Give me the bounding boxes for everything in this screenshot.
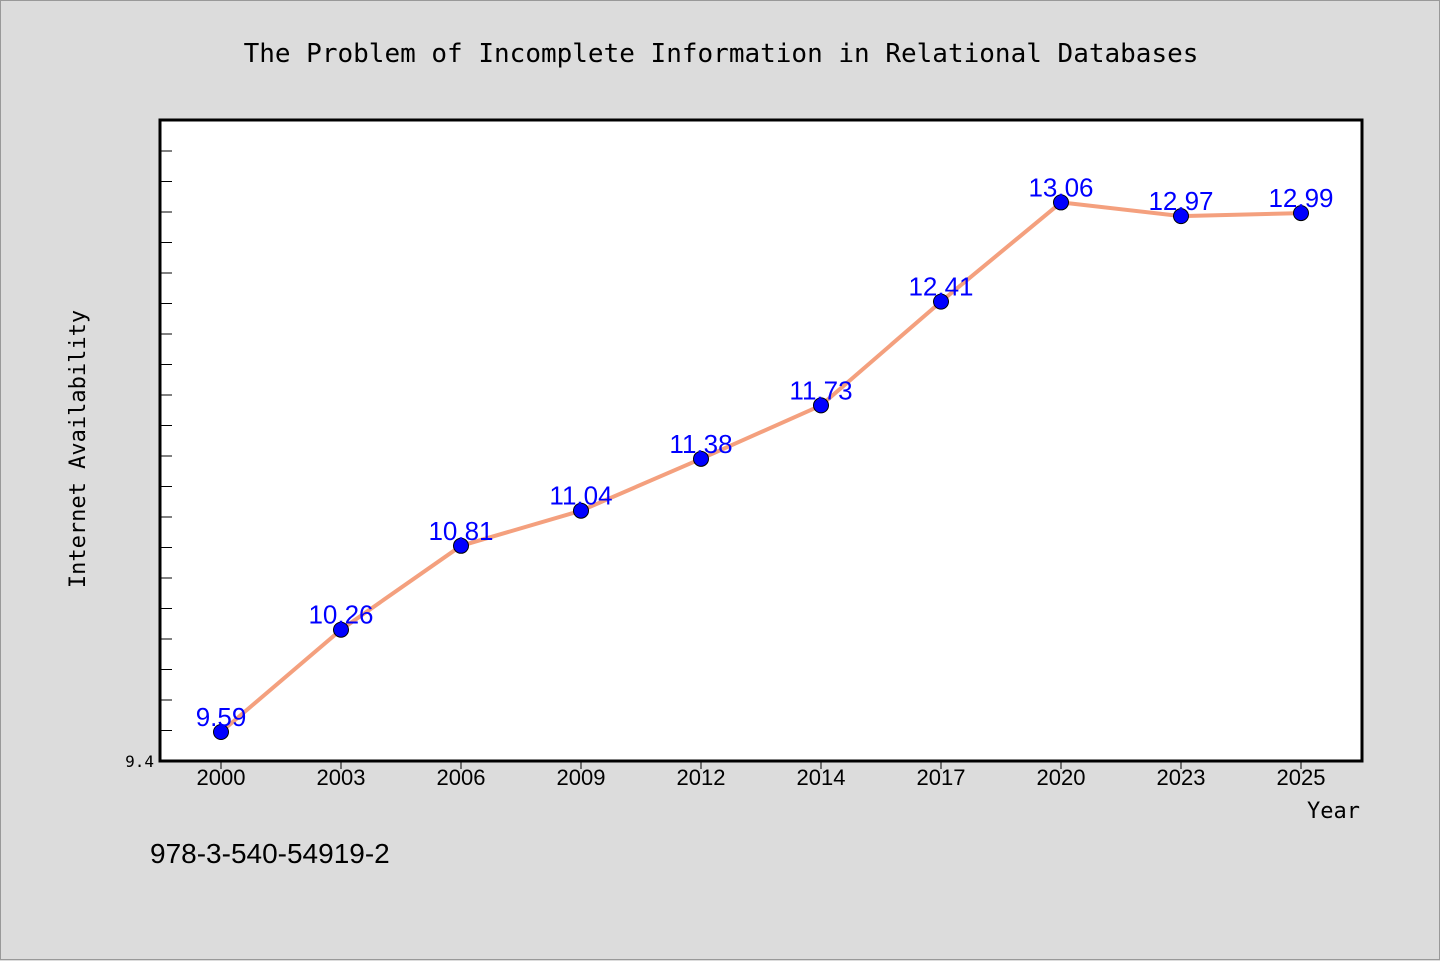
x-tick-label: 2003: [317, 765, 366, 790]
data-point: [813, 397, 829, 414]
data-label: 11.38: [669, 429, 732, 459]
data-point: [573, 502, 589, 519]
data-label: 12.97: [1148, 186, 1213, 216]
data-point: [333, 621, 349, 638]
chart-title: The Problem of Incomplete Information in…: [244, 39, 1199, 69]
x-tick-label: 2025: [1277, 765, 1326, 790]
x-axis-tick-labels: 2000 2003 2006 2009 2012 2014 2017 2020 2023 2025: [197, 765, 1326, 790]
y-tick-label: 9.4: [125, 752, 154, 771]
data-point: [1293, 205, 1309, 222]
data-label: 12.99: [1268, 183, 1333, 213]
series-line: [219, 200, 1302, 734]
data-label: 11.73: [789, 375, 852, 405]
data-label: 13.06: [1028, 172, 1093, 202]
x-tick-label: 2017: [917, 765, 966, 790]
footer-isbn: 978-3-540-54919-2: [150, 838, 390, 869]
data-point: [453, 537, 469, 554]
data-point: [1173, 208, 1189, 225]
data-point: [693, 450, 709, 467]
data-labels: 9.59 10.26 10.81 11.04 11.38 11.73 12.41 13.06 1…: [196, 172, 1334, 732]
y-axis-label: Internet Availability: [66, 310, 91, 588]
data-point: [213, 724, 229, 741]
x-tick-label: 2014: [797, 765, 846, 790]
x-tick-label: 2000: [197, 765, 246, 790]
data-label: 11.04: [549, 481, 612, 511]
data-label: 10.81: [428, 516, 493, 546]
x-tick-label: 2023: [1157, 765, 1206, 790]
x-tick-label: 2009: [557, 765, 606, 790]
x-tick-label: 2020: [1037, 765, 1086, 790]
x-axis-ticks: [220, 761, 1302, 769]
x-tick-label: 2012: [677, 765, 726, 790]
data-point: [1053, 194, 1069, 211]
data-label: 12.41: [908, 272, 973, 302]
plot-area: [158, 118, 1364, 763]
data-label: 10.26: [308, 600, 373, 630]
x-tick-label: 2006: [437, 765, 486, 790]
data-label: 9.59: [196, 702, 247, 732]
data-point: [933, 293, 949, 310]
x-axis-label: Year: [1307, 799, 1360, 824]
y-axis-ticks: [160, 150, 172, 731]
data-markers: [213, 194, 1309, 741]
